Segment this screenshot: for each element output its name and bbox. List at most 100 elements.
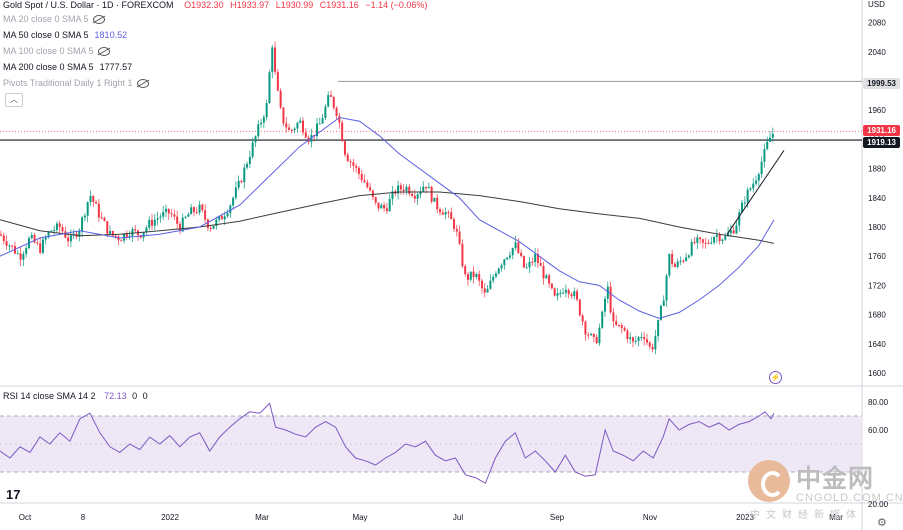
candle-body xyxy=(44,237,47,240)
symbol-legend[interactable]: Gold Spot / U.S. Dollar · 1D · FOREXCOM … xyxy=(3,0,427,11)
candle-body xyxy=(282,107,285,124)
flash-icon[interactable]: ⚡ xyxy=(769,371,782,384)
candle-body xyxy=(746,189,749,203)
candle-body xyxy=(615,321,618,325)
candle-body xyxy=(173,214,176,217)
eye-off-icon[interactable] xyxy=(97,47,110,57)
candle-body xyxy=(237,180,240,188)
y-tick-label: 1720 xyxy=(868,281,886,290)
candle-body xyxy=(341,122,344,142)
ma50-line xyxy=(0,116,775,319)
candle-body xyxy=(623,327,626,331)
indicator-row[interactable]: MA 50 close 0 SMA 5 1810.52 xyxy=(3,30,127,41)
candle-body xyxy=(195,212,198,214)
candle-body xyxy=(254,136,257,143)
candle-body xyxy=(713,236,716,243)
candle-body xyxy=(240,180,243,183)
candle-body xyxy=(441,212,444,215)
candle-body xyxy=(276,71,279,91)
gear-icon[interactable]: ⚙ xyxy=(877,517,887,529)
candle-body xyxy=(36,242,39,244)
candle-body xyxy=(100,217,103,219)
candle-body xyxy=(131,229,134,236)
candle-body xyxy=(727,233,730,237)
candle-body xyxy=(377,202,380,209)
indicator-row[interactable]: MA 100 close 0 SMA 5 xyxy=(3,46,110,57)
candle-body xyxy=(687,255,690,258)
candle-body xyxy=(517,242,520,253)
candle-body xyxy=(590,333,593,336)
indicator-label: MA 200 close 0 SMA 5 xyxy=(3,62,94,72)
tradingview-logo[interactable]: 17 xyxy=(6,487,21,502)
y-tick-label: 2080 xyxy=(868,19,886,28)
candle-body xyxy=(668,253,671,276)
candle-body xyxy=(262,117,265,123)
candle-body xyxy=(223,216,226,220)
candle-body xyxy=(41,239,44,253)
price-label-current: 1931.16 xyxy=(863,125,900,136)
candle-body xyxy=(671,253,674,264)
candle-body xyxy=(374,197,377,203)
x-tick-label: May xyxy=(352,513,367,522)
indicator-label: Pivots Traditional Daily 1 Right 1 xyxy=(3,78,133,88)
watermark-logo: 中金网 CNGOLD.COM.CN 中文财经新媒体 xyxy=(748,458,903,522)
chevron-up-icon[interactable]: ︿ xyxy=(5,93,23,107)
candle-body xyxy=(522,255,525,268)
candle-body xyxy=(752,183,755,189)
candle-body xyxy=(478,274,481,281)
candle-body xyxy=(397,185,400,194)
candle-body xyxy=(598,327,601,344)
candle-body xyxy=(508,255,511,258)
candle-body xyxy=(576,291,579,300)
candle-body xyxy=(422,186,425,192)
candle-body xyxy=(439,209,442,213)
candle-body xyxy=(567,289,570,295)
candle-body xyxy=(360,173,363,181)
candle-body xyxy=(749,188,752,190)
candle-body xyxy=(204,210,207,220)
candle-body xyxy=(741,202,744,213)
candle-body xyxy=(47,231,50,238)
candle-body xyxy=(106,221,109,234)
indicator-row[interactable]: MA 20 close 0 SMA 5 xyxy=(3,14,105,25)
candle-body xyxy=(685,257,688,261)
candle-body xyxy=(604,298,607,312)
indicator-row[interactable]: Pivots Traditional Daily 1 Right 1 xyxy=(3,78,149,89)
candle-body xyxy=(324,106,327,118)
candle-body xyxy=(198,204,201,213)
candle-body xyxy=(721,239,724,242)
candle-body xyxy=(304,132,307,138)
candle-body xyxy=(22,253,25,260)
candle-body xyxy=(757,174,760,181)
candle-body xyxy=(601,311,604,328)
x-tick-label: Nov xyxy=(643,513,657,522)
candle-body xyxy=(453,219,456,229)
candle-body xyxy=(357,167,360,174)
indicator-row[interactable]: MA 200 close 0 SMA 5 1777.57 xyxy=(3,62,132,73)
candle-body xyxy=(109,231,112,234)
candle-body xyxy=(11,245,14,247)
candle-body xyxy=(573,291,576,297)
ohlc-open: O1932.30 xyxy=(184,0,224,10)
rsi-legend[interactable]: RSI 14 close SMA 14 2 72.13 0 0 xyxy=(3,391,148,402)
rsi-y-tick-label: 60.00 xyxy=(868,426,889,435)
candle-body xyxy=(67,237,70,242)
candle-body xyxy=(732,230,735,234)
candle-body xyxy=(629,337,632,340)
x-tick-label: 8 xyxy=(81,513,86,522)
candle-body xyxy=(120,240,123,242)
ohlc-change: −1.14 (−0.06%) xyxy=(365,0,428,10)
candle-body xyxy=(248,156,251,164)
candle-body xyxy=(2,235,5,242)
eye-off-icon[interactable] xyxy=(92,15,105,25)
y-tick-label: 1880 xyxy=(868,165,886,174)
eye-off-icon[interactable] xyxy=(136,79,149,89)
watermark-url: CNGOLD.COM.CN xyxy=(796,492,903,504)
candle-body xyxy=(148,219,151,228)
candle-body xyxy=(385,208,388,212)
candle-body xyxy=(425,186,428,189)
candle-body xyxy=(229,205,232,214)
candle-body xyxy=(159,216,162,219)
currency-label: USD xyxy=(868,0,885,9)
